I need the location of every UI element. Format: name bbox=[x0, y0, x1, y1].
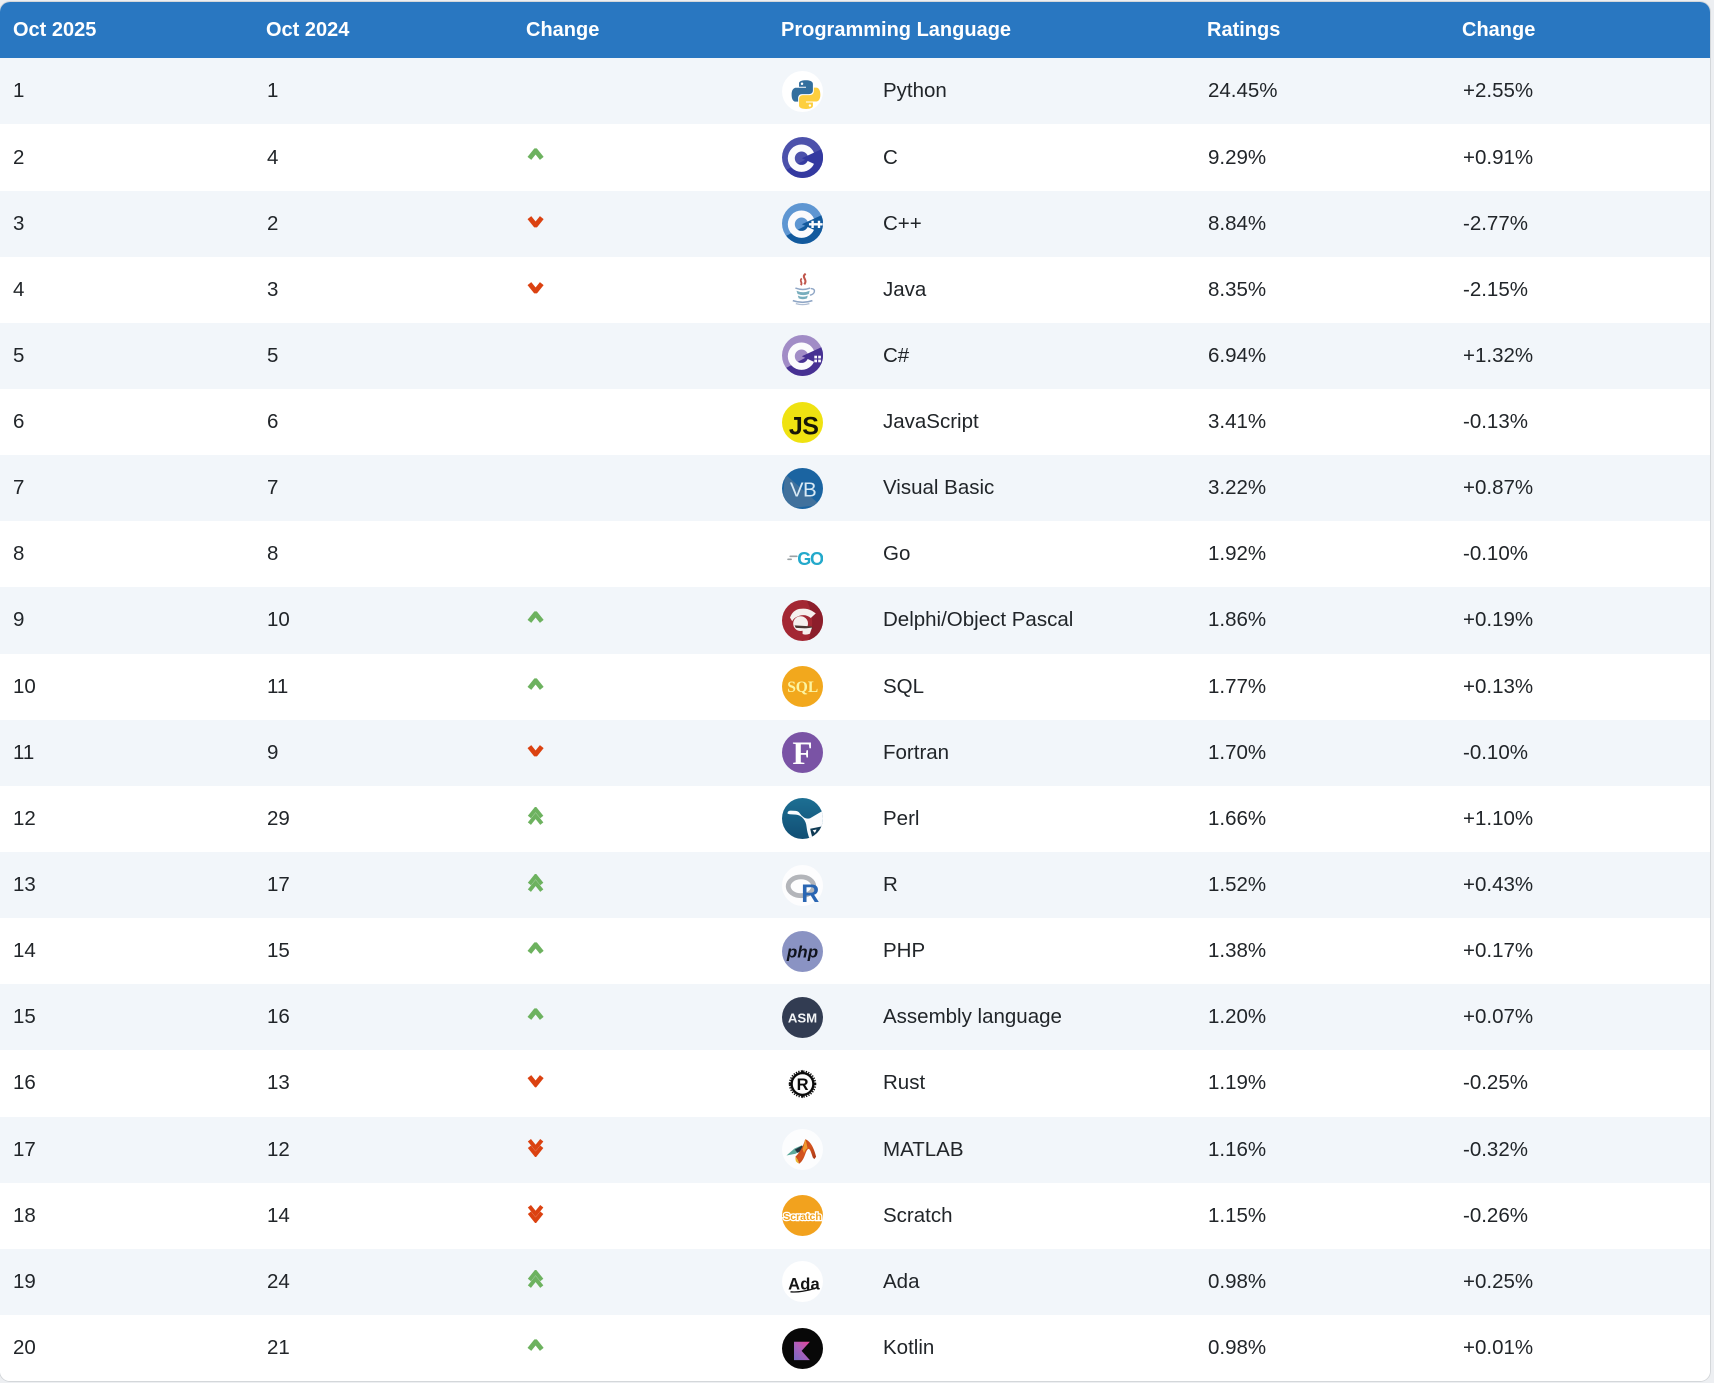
svg-text:ASM: ASM bbox=[788, 1010, 817, 1025]
svg-text:Scratch: Scratch bbox=[783, 1211, 822, 1223]
svg-text:GO: GO bbox=[797, 549, 823, 569]
svg-text:VB: VB bbox=[790, 478, 816, 501]
svg-text:R: R bbox=[801, 880, 819, 906]
svg-text:SQL: SQL bbox=[787, 679, 818, 696]
svg-text:php: php bbox=[786, 942, 818, 961]
svg-text:JS: JS bbox=[789, 412, 819, 440]
svg-text:R: R bbox=[797, 1076, 809, 1094]
svg-text:F: F bbox=[792, 736, 812, 772]
